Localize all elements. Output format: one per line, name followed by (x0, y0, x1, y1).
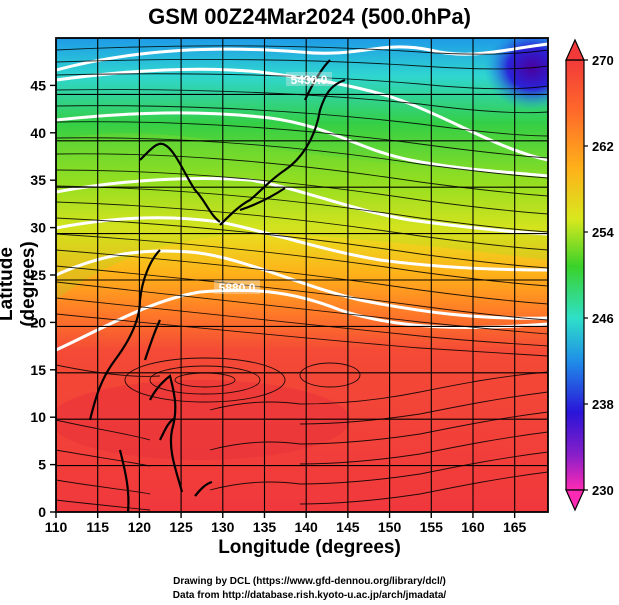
graticule (56, 38, 548, 512)
colorbar-max-arrow (565, 38, 585, 61)
lon-tick-label: 160 (461, 519, 485, 535)
colorbar-tick-label: 238 (592, 397, 614, 412)
contour-label-5880: 5880.0 (219, 281, 256, 295)
lat-tick-label: 0 (38, 504, 46, 520)
isotherms (56, 42, 548, 352)
colorbar-tick-label: 230 (592, 483, 614, 498)
lat-tick-label: 10 (30, 409, 46, 425)
colorbar-tick-label: 246 (592, 311, 614, 326)
lon-tick-label: 125 (169, 519, 193, 535)
credit-data: Data from http://database.rish.kyoto-u.a… (172, 590, 447, 601)
x-axis-label: Longitude (degrees) (218, 537, 401, 558)
lat-tick-label: 15 (30, 362, 46, 378)
lat-tick-label: 35 (30, 172, 46, 188)
map-title: GSM 00Z24Mar2024 (500.0hPa) (148, 4, 471, 29)
lat-tick-label: 45 (30, 77, 46, 93)
colorbar-scale (565, 59, 585, 491)
longitude-axis: 110 115 120 125 130 135 140 145 150 155 160 165 (45, 512, 527, 535)
colorbar-tick-label: 262 (592, 139, 614, 154)
latitude-axis: 0 5 10 15 20 25 30 35 40 45 (30, 77, 56, 520)
lon-tick-label: 140 (294, 519, 318, 535)
lat-tick-label: 5 (38, 457, 46, 473)
contour-labels: 5430.0 5880.0 (214, 72, 332, 295)
lat-tick-label: 40 (30, 125, 46, 141)
y-axis-label: Latitude (degrees) (0, 241, 39, 327)
wind-streamlines (56, 45, 548, 511)
temperature-field (56, 38, 548, 512)
lon-tick-label: 130 (211, 519, 235, 535)
credit-drawing: Drawing by DCL (https://www.gfd-dennou.o… (173, 576, 446, 587)
lon-tick-label: 150 (378, 519, 402, 535)
lat-tick-label: 25 (30, 267, 46, 283)
lon-tick-label: 110 (45, 519, 68, 535)
lon-tick-label: 155 (420, 519, 444, 535)
lon-tick-label: 165 (503, 519, 527, 535)
lat-tick-label: 30 (30, 220, 46, 236)
colorbar-tick-label: 254 (592, 225, 614, 240)
lon-tick-label: 120 (128, 519, 152, 535)
coastlines (88, 59, 346, 512)
colorbar-tick-label: 270 (592, 53, 614, 68)
lon-tick-label: 135 (253, 519, 277, 535)
lat-tick-label: 20 (30, 314, 46, 330)
lon-tick-label: 115 (86, 519, 109, 535)
colorbar: 270 262 254 246 238 230 (565, 38, 614, 512)
lon-tick-label: 145 (336, 519, 360, 535)
colorbar-min-arrow (565, 489, 585, 512)
contour-label-5430: 5430.0 (291, 73, 328, 87)
